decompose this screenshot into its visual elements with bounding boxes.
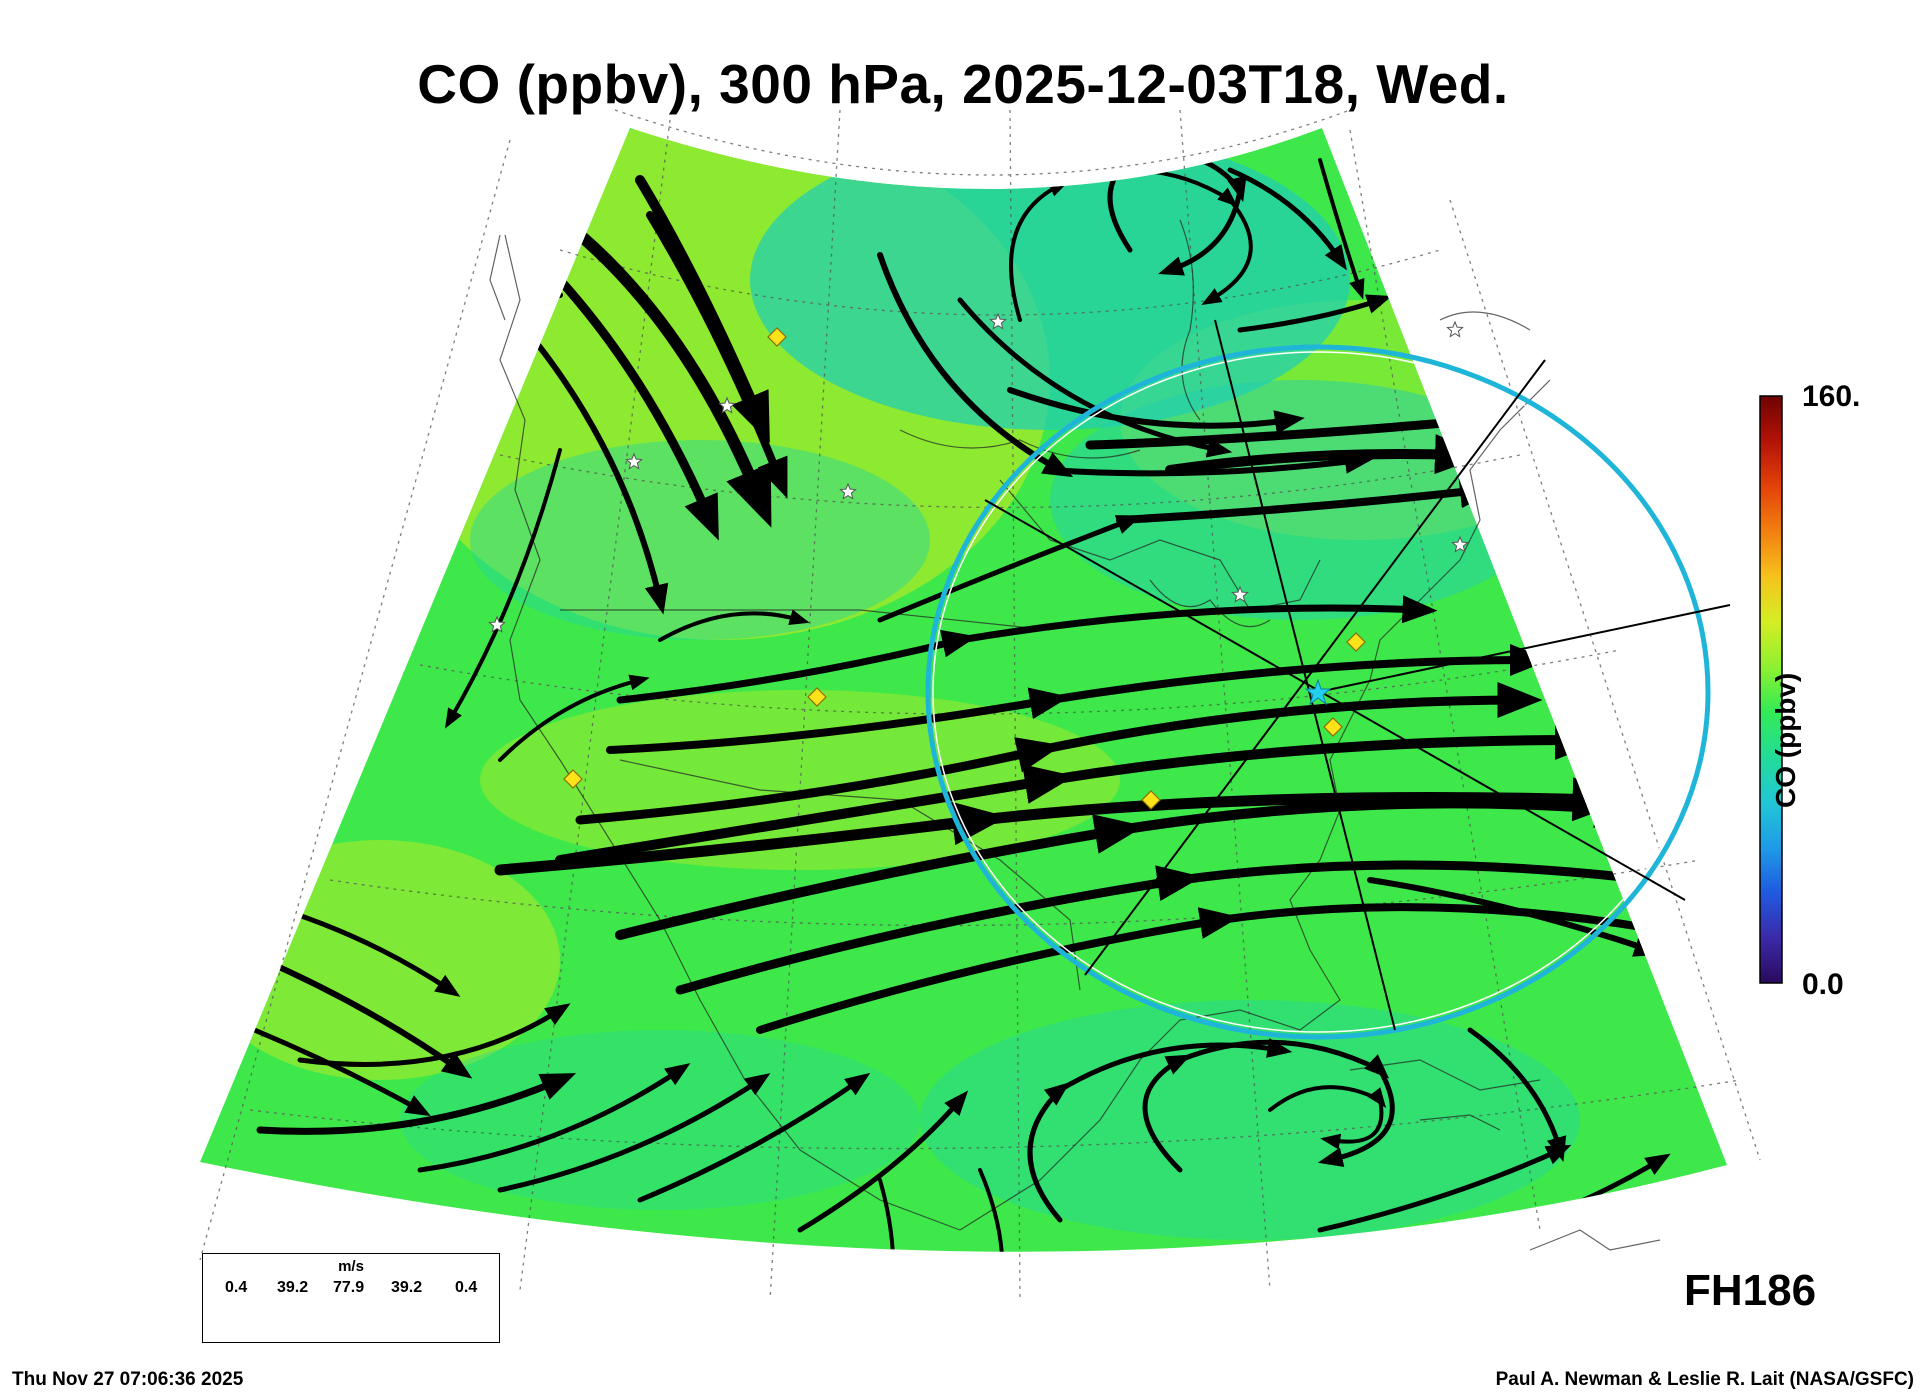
streamline <box>878 1178 896 1252</box>
diamond-icon <box>1346 632 1366 652</box>
streamline <box>675 859 1673 995</box>
streamline <box>1467 1027 1567 1163</box>
co-field <box>200 128 1727 1252</box>
streamline <box>1237 294 1392 333</box>
wind-legend-tick: 77.9 <box>333 1279 365 1296</box>
map-title: CO (ppbv), 300 hPa, 2025-12-03T18, Wed. <box>417 53 1509 115</box>
streamline <box>1027 1038 1293 1223</box>
star-icon <box>625 452 643 470</box>
wind-legend-tick: 39.2 <box>391 1279 423 1296</box>
streamline <box>555 275 719 541</box>
diamond-icon <box>1141 790 1161 810</box>
wind-legend-unit: m/s <box>338 1258 364 1275</box>
star-icon <box>1231 585 1249 603</box>
flight-track-lines <box>984 319 1731 1031</box>
streamline <box>1165 434 1485 475</box>
streamline <box>646 211 788 499</box>
streamline <box>1085 404 1503 450</box>
colorbar <box>1759 395 1783 984</box>
streamline <box>1227 167 1347 271</box>
streamline <box>658 609 810 642</box>
star-icon <box>718 396 736 414</box>
star-icon <box>839 482 857 500</box>
streamline <box>574 229 772 528</box>
footer-credit: Paul A. Newman & Leslie R. Lait (NASA/GS… <box>1495 1369 1914 1390</box>
streamline <box>1367 877 1665 957</box>
diamond-icon <box>807 687 827 707</box>
range-ring <box>925 344 1711 1040</box>
streamline <box>1317 1144 1572 1233</box>
streamline <box>635 175 770 443</box>
wind-streamlines <box>227 151 1680 1252</box>
streamline <box>877 515 1142 623</box>
star-icon <box>1451 535 1469 553</box>
streamline <box>444 448 562 729</box>
streamline <box>797 1090 969 1233</box>
streamline <box>315 263 563 303</box>
streamline <box>978 1168 1005 1252</box>
star-icon <box>488 615 506 633</box>
colorbar-min-label: 0.0 <box>1802 968 1844 1001</box>
colorbar-max-label: 160. <box>1802 380 1861 413</box>
streamline <box>1007 387 1305 434</box>
center-star-icon <box>1304 678 1332 706</box>
streamline <box>1116 476 1500 524</box>
colorbar-title: CO (ppbv) <box>1770 672 1801 808</box>
streamline <box>497 1073 771 1193</box>
site-diamond-markers <box>563 327 1366 810</box>
streamline <box>498 674 650 762</box>
star-icon <box>1446 320 1464 338</box>
forecast-hour-label: FH186 <box>1684 1266 1817 1315</box>
diamond-icon <box>563 769 583 789</box>
wind-legend-tick: 39.2 <box>277 1279 309 1296</box>
streamline <box>1047 449 1375 477</box>
wind-legend-tick: 0.4 <box>455 1279 478 1296</box>
streamline <box>1318 158 1365 300</box>
streamline <box>1142 1039 1395 1173</box>
diamond-icon <box>1323 717 1343 737</box>
streamline <box>287 633 395 703</box>
streamline <box>615 788 1645 940</box>
streamline <box>637 1072 871 1203</box>
streamline <box>877 252 1074 478</box>
station-star-markers <box>488 312 1469 633</box>
wind-legend-tick: 0.4 <box>225 1279 248 1296</box>
streamline <box>1268 1085 1387 1150</box>
wind-legend: m/s 0.4 39.2 77.9 39.2 0.4 <box>202 1253 500 1343</box>
diamond-icon <box>767 327 787 347</box>
streamline <box>297 1003 571 1067</box>
footer-timestamp: Thu Nov 27 07:06:36 2025 <box>12 1369 244 1390</box>
star-icon <box>989 312 1007 330</box>
streamline <box>256 1073 577 1135</box>
streamline <box>417 1063 691 1173</box>
